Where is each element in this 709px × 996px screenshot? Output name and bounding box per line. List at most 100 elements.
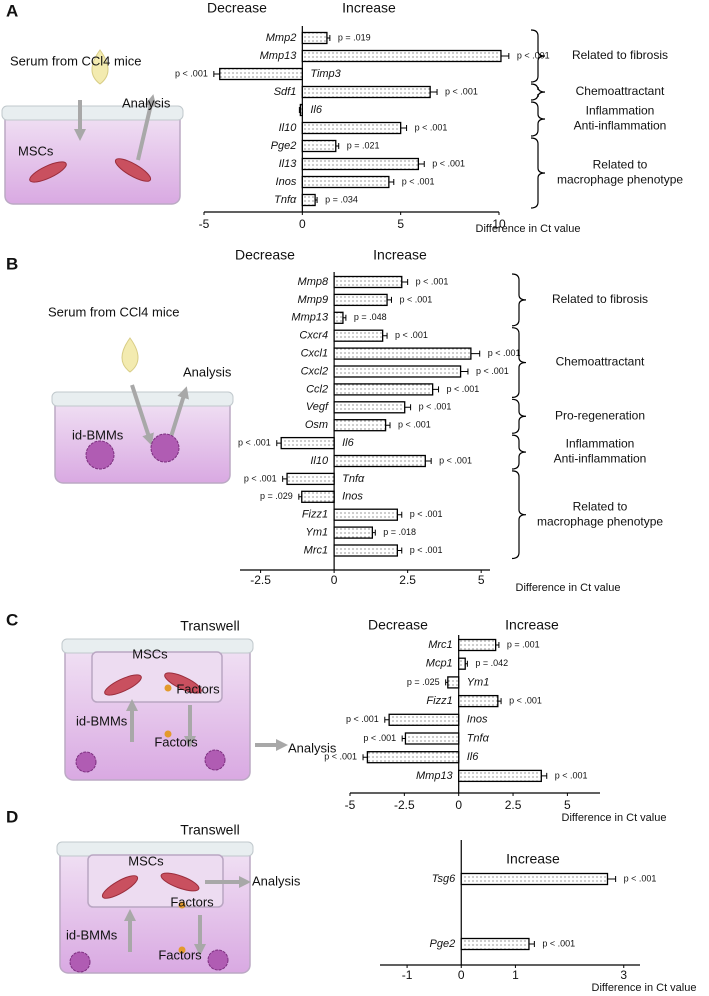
- category-label: Mcp1: [426, 658, 453, 670]
- error-bar: [335, 143, 340, 149]
- bar: [301, 157, 420, 171]
- category-label: Sdf1: [274, 86, 297, 98]
- msc-cell: [104, 674, 142, 696]
- error-bar: [400, 125, 408, 131]
- category-label: Ym1: [467, 676, 490, 688]
- increase-label: Increase: [506, 851, 560, 867]
- error-bar: [298, 493, 302, 500]
- bar: [333, 526, 374, 539]
- diagram-label: Factors: [158, 947, 202, 962]
- bar: [333, 508, 399, 521]
- bracket: [511, 398, 527, 434]
- bracket: [511, 273, 527, 327]
- group-label: Inflammation: [566, 437, 635, 451]
- diagram-label: Analysis: [252, 873, 301, 888]
- bar: [301, 121, 402, 135]
- x-tick-label: 3: [620, 968, 627, 982]
- bar: [333, 293, 388, 307]
- p-value: p = .048: [354, 312, 387, 322]
- factor: [178, 901, 186, 909]
- bar: [333, 401, 406, 414]
- x-tick-label: -1: [402, 968, 413, 982]
- error-bar: [326, 35, 331, 41]
- bar: [301, 139, 337, 153]
- error-bar: [387, 296, 392, 303]
- diagram-label: Factors: [176, 681, 220, 696]
- p-value: p < .001: [346, 714, 379, 724]
- category-label: Mrc1: [428, 639, 452, 651]
- bmm-cell: [204, 749, 226, 771]
- error-bar: [445, 679, 448, 686]
- error-bar: [401, 735, 406, 742]
- x-tick-label: 5: [397, 217, 404, 231]
- bar: [333, 329, 384, 342]
- category-label: Ccl2: [306, 383, 328, 395]
- p-value: p = .034: [325, 194, 358, 204]
- category-label: Tnfα: [274, 194, 297, 206]
- group-label: Pro-regeneration: [555, 408, 645, 422]
- error-bar: [528, 941, 535, 947]
- bar: [333, 419, 387, 432]
- p-value: p < .001: [439, 455, 472, 465]
- p-value: p < .001: [399, 294, 432, 304]
- category-label: Pge2: [430, 938, 456, 950]
- x-tick-label: 0: [331, 573, 338, 587]
- category-label: Tnfα: [467, 732, 490, 744]
- bar: [333, 311, 344, 324]
- dish-rim: [1, 105, 184, 121]
- x-tick-label: 2.5: [505, 798, 522, 812]
- panel-label: B: [6, 254, 18, 273]
- x-tick-label: -5: [199, 217, 210, 231]
- p-value: p < .001: [410, 509, 443, 519]
- group-label: Anti-inflammation: [574, 119, 667, 133]
- error-bar: [372, 529, 376, 536]
- error-bar: [404, 404, 412, 411]
- category-label: Mmp9: [298, 294, 329, 306]
- arrow: [130, 384, 154, 446]
- serum-drop: [121, 337, 139, 373]
- bar: [333, 544, 399, 557]
- bracket: [530, 101, 546, 137]
- bar: [460, 872, 609, 886]
- bracket: [530, 83, 546, 101]
- p-value: p < .001: [419, 402, 452, 412]
- p-value: p < .001: [555, 770, 588, 780]
- p-value: p < .001: [476, 366, 509, 376]
- x-tick-label: -5: [345, 798, 356, 812]
- decrease-label: Decrease: [207, 0, 267, 16]
- group-label: Related to: [573, 499, 628, 513]
- bar: [333, 454, 426, 468]
- category-label: Mmp13: [416, 770, 454, 782]
- decrease-label: Decrease: [368, 617, 428, 633]
- bmm-cell: [85, 440, 115, 470]
- diagram-label: Factors: [154, 734, 198, 749]
- error-bar: [282, 475, 288, 482]
- error-bar: [315, 197, 318, 203]
- x-tick-label: 5: [564, 798, 571, 812]
- bar: [286, 472, 335, 486]
- category-label: Fizz1: [426, 695, 452, 707]
- bar: [280, 436, 335, 450]
- p-value: p < .001: [238, 437, 271, 447]
- error-bar: [465, 660, 468, 667]
- x-tick-label: -2.5: [250, 573, 271, 587]
- category-label: Il13: [279, 158, 298, 170]
- serum-drop: [91, 49, 109, 85]
- error-bar: [432, 386, 440, 393]
- msc-cell: [160, 872, 200, 892]
- group-label: Related to fibrosis: [552, 292, 648, 306]
- msc-cell: [114, 158, 152, 182]
- error-bar: [276, 440, 282, 447]
- bar: [333, 365, 462, 378]
- diagram-label: Analysis: [183, 364, 232, 379]
- arrow: [136, 94, 157, 161]
- error-bar: [470, 350, 481, 357]
- x-tick-label: 0: [299, 217, 306, 231]
- group-label: macrophage phenotype: [537, 514, 663, 528]
- p-value: p < .001: [410, 545, 443, 555]
- bar: [301, 175, 390, 189]
- bracket: [511, 434, 527, 470]
- bracket: [530, 137, 546, 209]
- diagram-label: Factors: [170, 894, 214, 909]
- x-tick-label: 0: [458, 968, 465, 982]
